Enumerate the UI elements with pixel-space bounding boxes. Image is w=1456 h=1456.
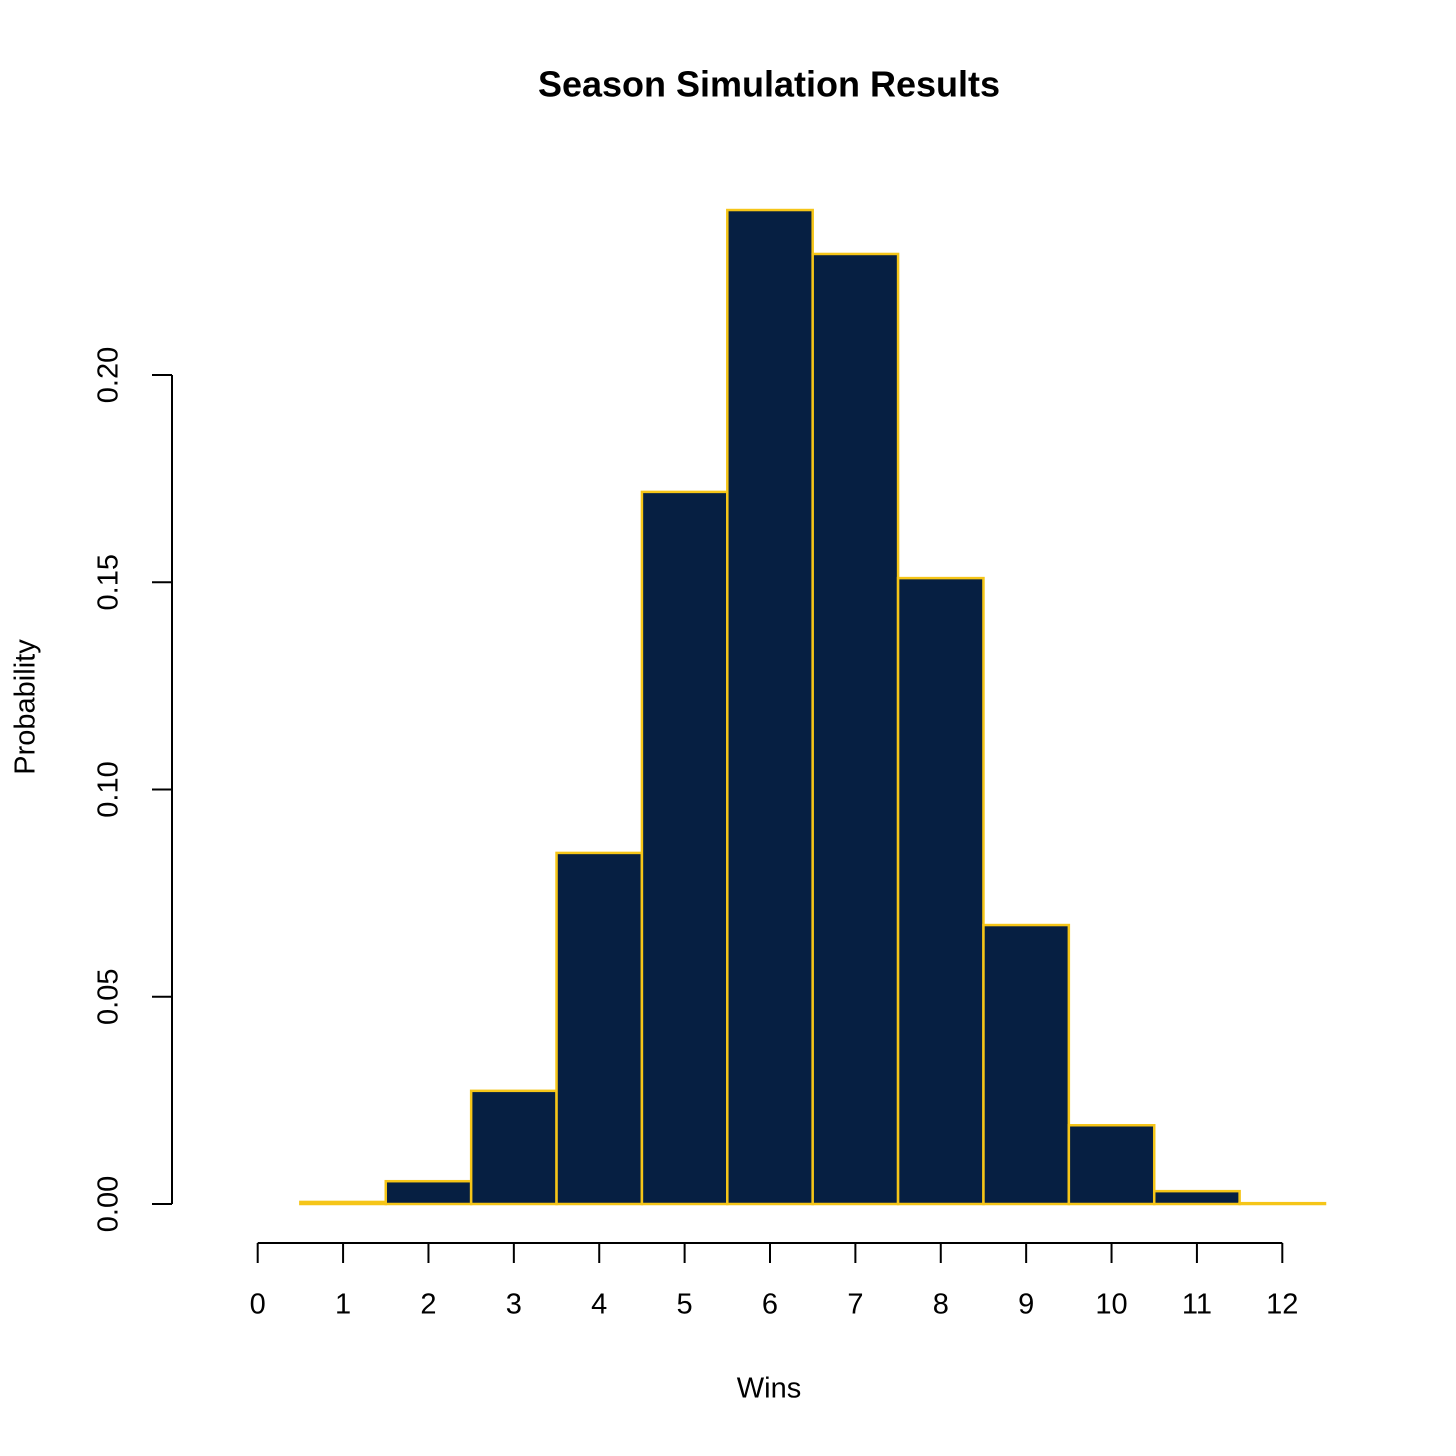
x-tick-label: 12 xyxy=(1266,1289,1298,1321)
x-tick-label: 3 xyxy=(506,1289,522,1321)
bar xyxy=(896,576,985,1206)
x-tick-label: 7 xyxy=(847,1289,863,1321)
x-tick-label: 0 xyxy=(250,1289,266,1321)
chart-title: Season Simulation Results xyxy=(538,64,1000,105)
x-tick-label: 4 xyxy=(591,1289,607,1321)
x-tick-label: 11 xyxy=(1182,1289,1212,1321)
bar xyxy=(1067,1123,1156,1206)
y-tick-label: 0.10 xyxy=(93,761,125,817)
bar xyxy=(982,923,1071,1206)
bar xyxy=(1238,1201,1327,1206)
y-tick-label: 0.20 xyxy=(93,347,125,403)
y-tick-label: 0.05 xyxy=(93,969,125,1025)
y-tick-label: 0.00 xyxy=(93,1176,125,1232)
bar xyxy=(469,1089,558,1206)
x-tick-label: 5 xyxy=(677,1289,693,1321)
bar xyxy=(640,490,729,1206)
bar xyxy=(726,208,814,1206)
x-axis-label: Wins xyxy=(737,1373,801,1405)
y-axis-label: Probability xyxy=(10,639,42,775)
y-tick-label: 0.15 xyxy=(93,554,125,610)
bar xyxy=(384,1179,473,1206)
x-tick-label: 6 xyxy=(762,1289,778,1321)
x-tick-label: 9 xyxy=(1018,1289,1034,1321)
x-tick-label: 2 xyxy=(420,1289,436,1321)
x-tick-label: 1 xyxy=(335,1289,351,1321)
bar xyxy=(555,851,644,1206)
x-tick-label: 10 xyxy=(1095,1289,1127,1321)
x-tick-label: 8 xyxy=(933,1289,949,1321)
bar xyxy=(1152,1189,1241,1206)
bar xyxy=(811,252,900,1206)
bar xyxy=(299,1200,388,1206)
